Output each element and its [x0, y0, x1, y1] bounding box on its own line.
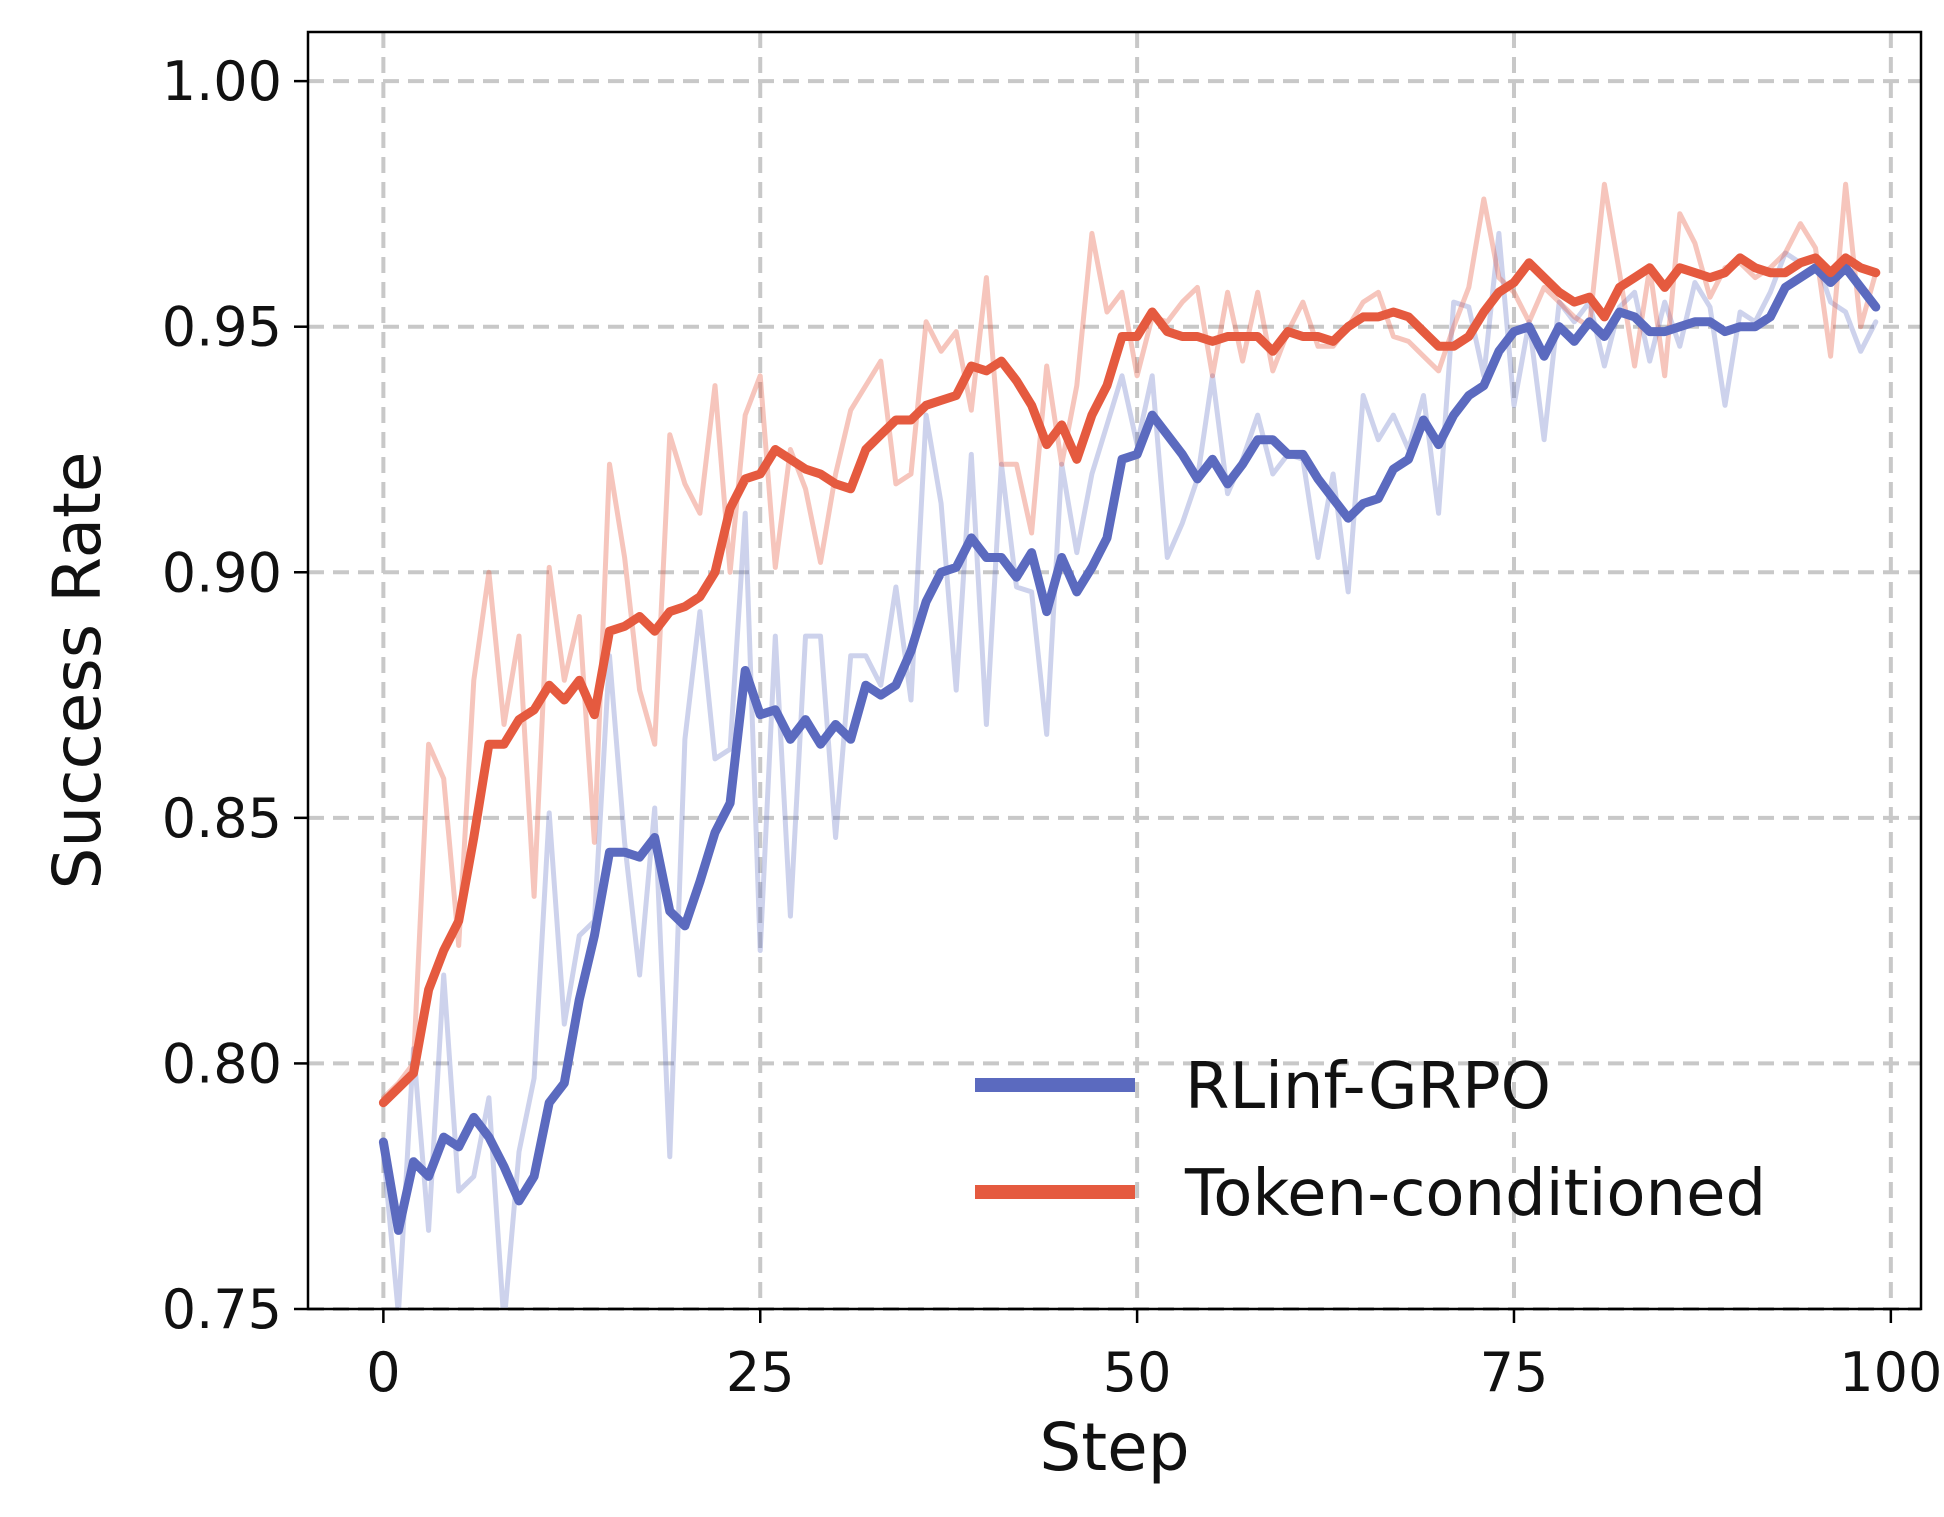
y-tick-label-1: 0.80: [162, 1032, 282, 1095]
y-axis-label: Success Rate: [39, 452, 116, 890]
x-axis-label: Step: [1039, 1409, 1189, 1486]
legend-label-1: Token-conditioned: [1184, 1157, 1766, 1231]
y-tick-label-4: 0.95: [162, 296, 282, 359]
series-line-1: [378, 253, 1881, 1108]
legend-label-0: RLinf-GRPO: [1185, 1050, 1551, 1124]
legend: RLinf-GRPO Token-conditioned: [975, 1050, 1766, 1231]
series-raw-0: [380, 230, 1879, 1309]
y-tick-label-3: 0.90: [162, 541, 282, 604]
y-tick-label-5: 1.00: [162, 50, 282, 113]
y-tick-label-2: 0.85: [162, 787, 282, 850]
series-line-0: [378, 263, 1881, 1235]
plot-frame: [306, 30, 1923, 1311]
x-tick-label-1: 25: [726, 1341, 795, 1404]
x-tick-label-2: 50: [1103, 1341, 1172, 1404]
x-tick-label-3: 75: [1480, 1341, 1549, 1404]
x-tick-label-0: 0: [366, 1341, 400, 1404]
ticks: 0 25 50 75 100 0.75 0.80 0.85 0.90 0.95 1.00: [162, 50, 1943, 1404]
x-tick-label-4: 100: [1839, 1341, 1942, 1404]
y-tick-label-0: 0.75: [162, 1278, 282, 1341]
series-layer: [378, 181, 1881, 1309]
